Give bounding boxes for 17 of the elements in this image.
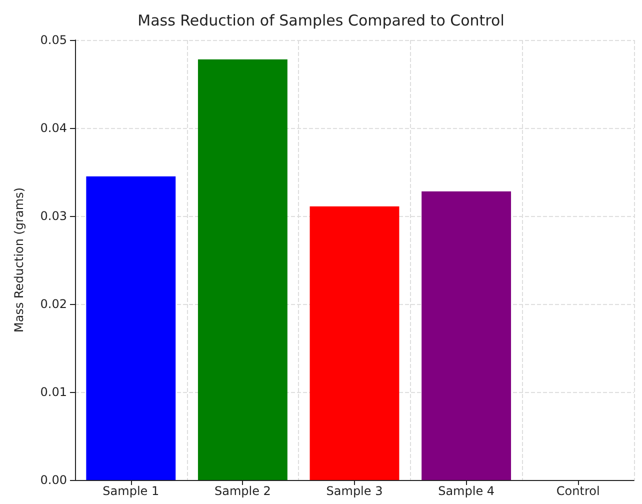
- bar: [86, 176, 176, 480]
- y-axis-title: Mass Reduction (grams): [12, 187, 26, 333]
- chart-title: Mass Reduction of Samples Compared to Control: [138, 12, 504, 30]
- y-tick-label: 0.04: [40, 121, 67, 135]
- bar: [310, 206, 400, 480]
- y-tick-label: 0.03: [40, 209, 67, 223]
- x-tick-label: Control: [556, 484, 600, 498]
- y-tick-label: 0.00: [40, 473, 67, 487]
- y-tick-label: 0.01: [40, 385, 67, 399]
- y-tick-label: 0.02: [40, 297, 67, 311]
- bar: [422, 191, 512, 480]
- x-tick-label: Sample 2: [214, 484, 271, 498]
- y-tick-label: 0.05: [40, 33, 67, 47]
- x-tick-label: Sample 4: [438, 484, 495, 498]
- x-tick-label: Sample 3: [326, 484, 383, 498]
- bar: [198, 59, 288, 480]
- x-tick-label: Sample 1: [102, 484, 160, 498]
